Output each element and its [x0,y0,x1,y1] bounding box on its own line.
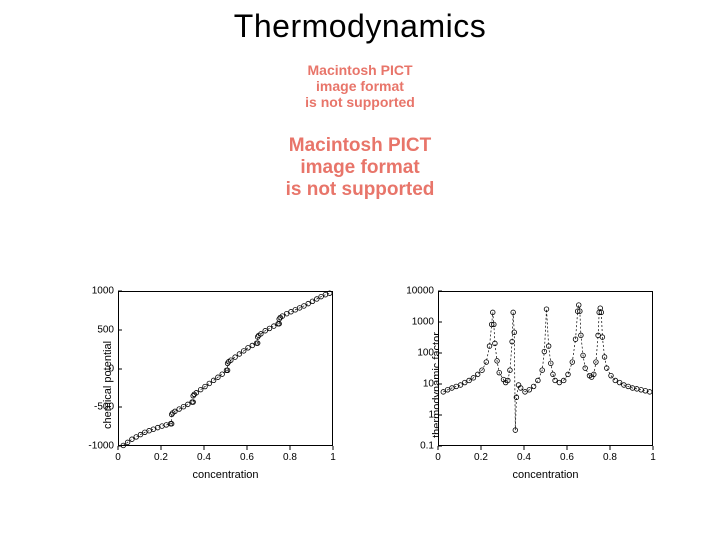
x-tick-label: 0.6 [240,452,254,463]
y-tick-label: 0 [70,363,114,374]
chemical-potential-chart: chemical potential concentration -1000 -5… [70,285,350,485]
pict-line: Macintosh PICT [286,135,435,157]
x-tick-label: 0 [435,452,441,463]
y-axis-label: chemical potential [102,341,114,429]
x-tick-label: 0 [115,452,121,463]
chart-svg [439,292,652,445]
plot-area [438,291,653,446]
x-tick-label: 0.4 [517,452,531,463]
y-tick-label: 100 [390,348,434,359]
x-tick-label: 0.4 [197,452,211,463]
thermodynamic-factor-chart: thermodynamic factor concentration 0.111… [390,285,670,485]
y-tick-label: 0.1 [390,441,434,452]
y-tick-label: 1000 [70,286,114,297]
page-title: Thermodynamics [234,8,486,45]
y-tick-label: 10000 [390,286,434,297]
x-tick-label: 1 [650,452,656,463]
pict-line: is not supported [286,179,435,201]
pict-line: image format [305,78,415,94]
x-tick-label: 0.6 [560,452,574,463]
x-axis-label: concentration [438,469,653,481]
pict-line: image format [286,157,435,179]
y-tick-label: 500 [70,324,114,335]
pict-line: is not supported [305,94,415,110]
x-tick-label: 1 [330,452,336,463]
x-tick-label: 0.2 [474,452,488,463]
y-tick-label: 1 [390,410,434,421]
y-tick-label: 1000 [390,317,434,328]
y-tick-label: -500 [70,402,114,413]
plot-area [118,291,333,446]
x-tick-label: 0.8 [283,452,297,463]
pict-line: Macintosh PICT [305,62,415,78]
pict-error-message-small: Macintosh PICT image format is not suppo… [305,62,415,110]
y-tick-label: -1000 [70,441,114,452]
x-axis-label: concentration [118,469,333,481]
charts-row: chemical potential concentration -1000 -5… [70,285,670,485]
x-tick-label: 0.8 [603,452,617,463]
pict-error-message-large: Macintosh PICT image format is not suppo… [286,135,435,201]
y-tick-label: 10 [390,379,434,390]
x-tick-label: 0.2 [154,452,168,463]
chart-svg [119,292,332,445]
